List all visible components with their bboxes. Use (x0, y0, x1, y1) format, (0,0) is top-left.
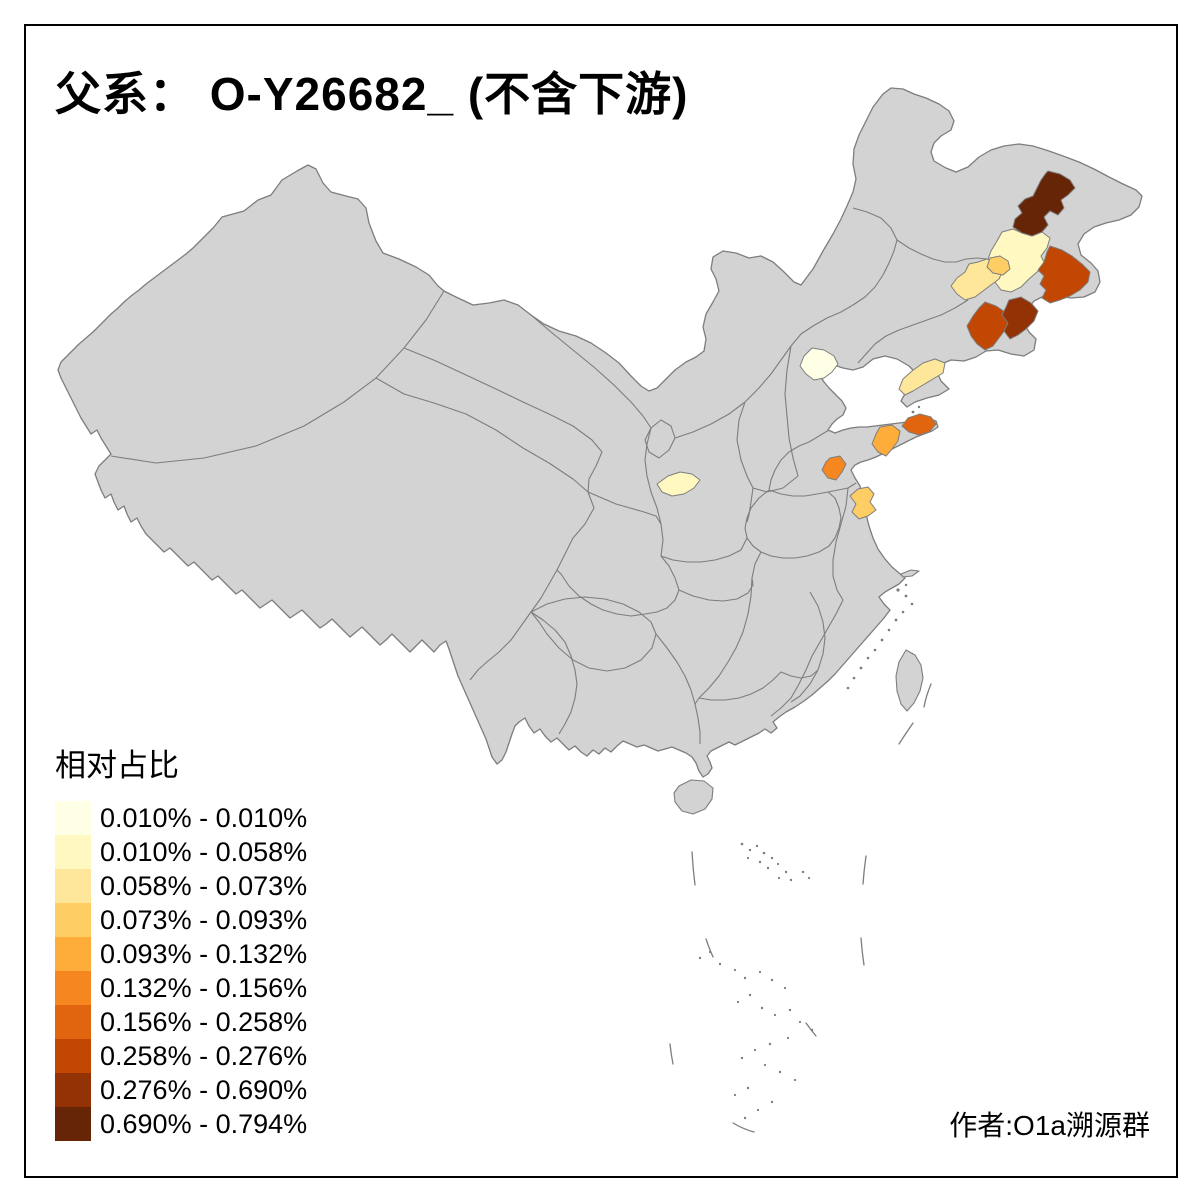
legend-swatch (55, 1039, 91, 1073)
region-shandong-weihai-tip (901, 413, 937, 436)
legend-swatch (55, 869, 91, 903)
region-jiangsu-north (849, 486, 877, 520)
region-liaodong-peninsula (898, 358, 946, 396)
region-shandong-qingdao (871, 424, 901, 457)
legend-title: 相对占比 (55, 748, 179, 783)
islands (673, 569, 924, 815)
legend-swatch (55, 937, 91, 971)
region-heilongjiang-central (1012, 170, 1076, 237)
region-beijing (799, 347, 839, 381)
legend-row: 0.258% - 0.276% (55, 1039, 307, 1073)
legend-label: 0.156% - 0.258% (100, 1006, 308, 1037)
legend-label: 0.258% - 0.276% (100, 1040, 308, 1071)
legend-label: 0.276% - 0.690% (100, 1074, 308, 1105)
legend-swatch (55, 835, 91, 869)
legend-swatch (55, 1073, 91, 1107)
legend-swatch (55, 971, 91, 1005)
taiwan-island (895, 649, 924, 712)
author-attribution: 作者:O1a溯源群 (949, 1110, 1150, 1141)
legend-label: 0.010% - 0.058% (100, 836, 308, 867)
islet-dots (698, 405, 921, 1120)
chongming-island (900, 569, 920, 578)
legend-label: 0.690% - 0.794% (100, 1108, 308, 1139)
china-mainland (57, 87, 1143, 778)
page-title: 父系： O-Y26682_ (不含下游) (55, 68, 689, 120)
legend-row: 0.132% - 0.156% (55, 971, 307, 1005)
plot-frame (24, 24, 1178, 1178)
legend-swatch (55, 903, 91, 937)
region-shandong-west (821, 455, 847, 481)
province-borders (110, 207, 988, 744)
legend-label: 0.058% - 0.073% (100, 870, 308, 901)
legend-label: 0.132% - 0.156% (100, 972, 308, 1003)
legend-row: 0.010% - 0.010% (55, 801, 307, 835)
region-liaoning-east-east-part (1001, 296, 1039, 340)
legend-row: 0.156% - 0.258% (55, 1005, 307, 1039)
legend-row: 0.690% - 0.794% (55, 1107, 307, 1141)
legend-label: 0.073% - 0.093% (100, 904, 308, 935)
legend-label: 0.093% - 0.132% (100, 938, 308, 969)
legend-row: 0.058% - 0.073% (55, 869, 307, 903)
nine-dash-line-segments (669, 683, 932, 1133)
legend-row: 0.276% - 0.690% (55, 1073, 307, 1107)
hainan-island (673, 779, 714, 815)
colored-regions (656, 170, 1091, 520)
legend-row: 0.010% - 0.058% (55, 835, 307, 869)
region-shaanxi-guanzhong (656, 471, 701, 497)
legend-row: 0.073% - 0.093% (55, 903, 307, 937)
region-jilin-central-ne-patch (986, 255, 1011, 276)
legend-swatch (55, 1005, 91, 1039)
legend-row: 0.093% - 0.132% (55, 937, 307, 971)
legend: 相对占比 0.010% - 0.010% 0.010% - 0.058% 0.0… (55, 740, 307, 1141)
legend-swatch (55, 801, 91, 835)
region-jilin-east (1037, 245, 1091, 304)
legend-label: 0.010% - 0.010% (100, 802, 308, 833)
legend-swatch (55, 1107, 91, 1141)
